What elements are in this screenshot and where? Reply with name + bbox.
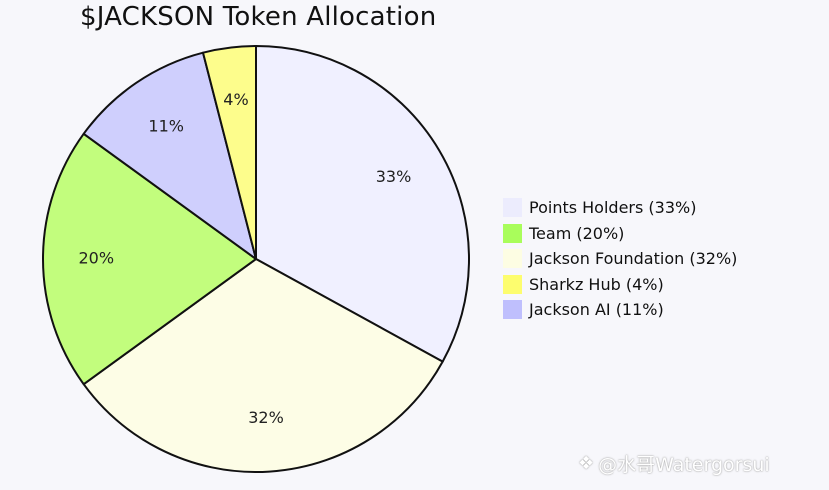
pie-slice-sharkz-hub [202,45,257,260]
pie-slice-jackson-foundation [82,258,444,473]
pie-slice-jackson-ai [82,51,257,260]
legend-swatch [503,223,522,243]
legend: Points Holders (33%) Team (20%) Jackson … [503,195,737,323]
data-label-points-holders: 33% [376,167,412,186]
pie-slices [42,45,470,473]
legend-label: Team (20%) [529,223,625,243]
legend-label: Jackson Foundation (32%) [529,249,738,269]
data-label-sharkz-hub: 4% [223,90,248,109]
watermark-text: @水哥Watergorsui [598,454,770,476]
chart-title: $JACKSON Token Allocation [80,2,437,32]
data-label-jackson-ai: 11% [148,116,184,135]
pie-slice-points-holders [255,45,470,363]
diamond-logo-icon: ❖ [578,453,595,474]
legend-item-points-holders: Points Holders (33%) [503,195,737,221]
legend-item-jackson-ai: Jackson AI (11%) [503,297,737,323]
legend-swatch [503,198,522,218]
pie-slice-team [42,132,257,386]
legend-item-sharkz-hub: Sharkz Hub (4%) [503,272,737,298]
legend-label: Sharkz Hub (4%) [529,274,664,294]
legend-label: Points Holders (33%) [529,198,697,218]
legend-item-team: Team (20%) [503,221,737,247]
legend-swatch [503,274,522,294]
pie-data-labels: 33% 32% 20% 11% 4% [78,90,411,427]
watermark: ❖ @水哥Watergorsui [578,450,770,477]
legend-swatch [503,300,522,320]
legend-label: Jackson AI (11%) [529,300,664,320]
legend-item-jackson-foundation: Jackson Foundation (32%) [503,246,737,272]
data-label-jackson-foundation: 32% [248,408,284,427]
data-label-team: 20% [78,249,114,268]
legend-swatch [503,249,522,269]
